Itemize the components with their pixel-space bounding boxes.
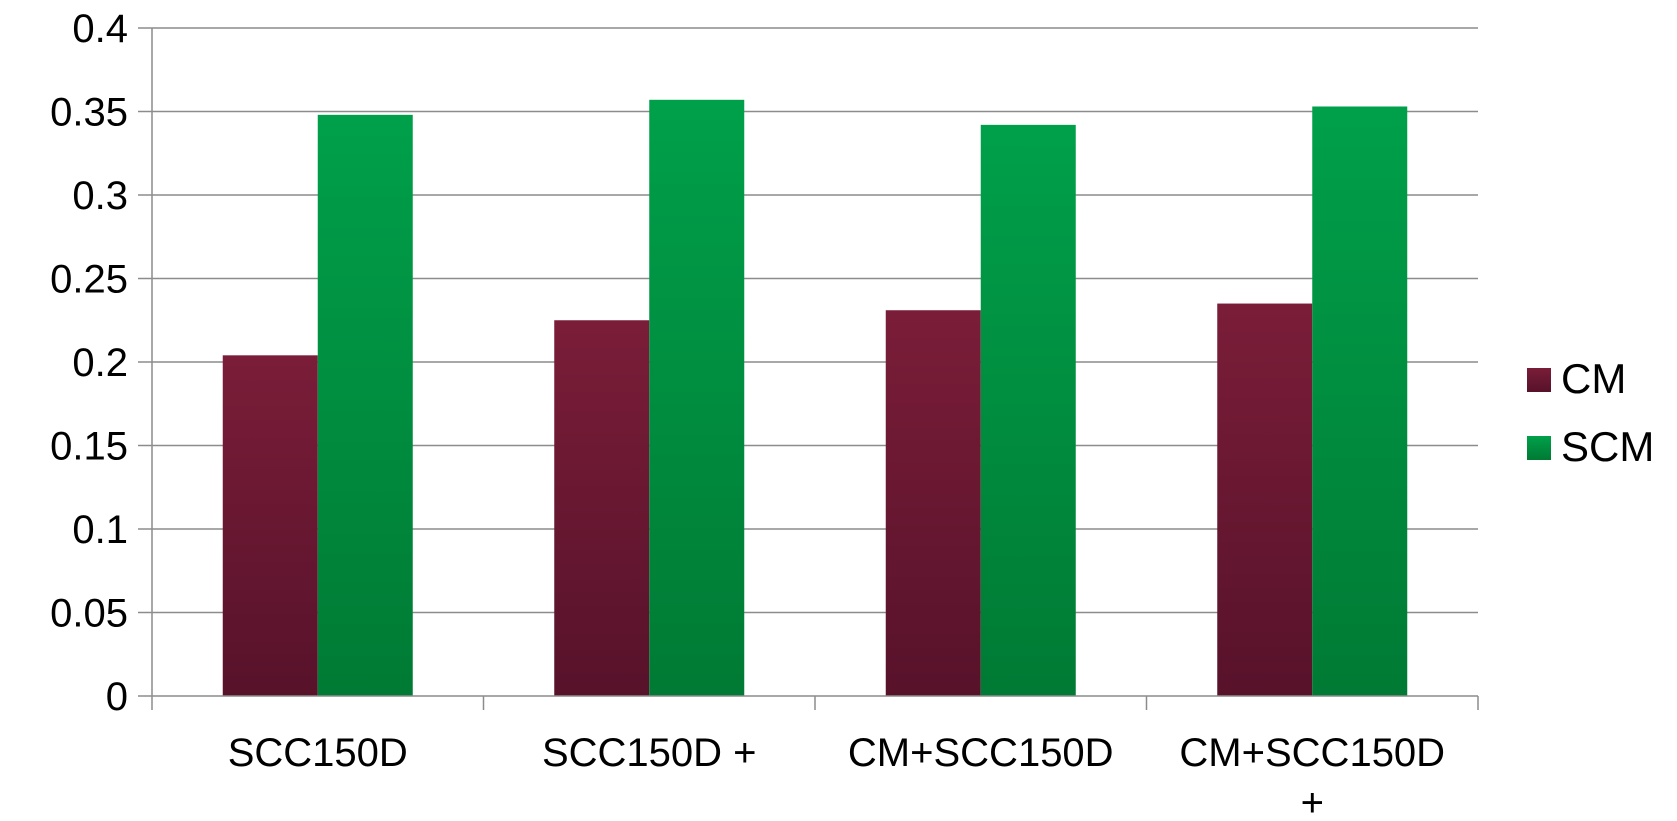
y-tick-label: 0.05 <box>50 592 128 636</box>
x-category-label: CM+SCC150D <box>848 731 1114 775</box>
x-category-label: + <box>1301 781 1324 821</box>
legend: CM SCM <box>1527 355 1654 470</box>
x-category-label: CM+SCC150D <box>1179 731 1445 775</box>
y-tick-label: 0.2 <box>72 341 128 385</box>
legend-swatch-scm <box>1527 436 1551 460</box>
y-tick-label: 0.4 <box>72 7 128 51</box>
bars <box>222 99 1408 697</box>
legend-label-cm: CM <box>1561 355 1626 402</box>
bar-cm-3 <box>885 310 981 696</box>
y-tick-label: 0.15 <box>50 425 128 469</box>
bar-scm-2 <box>649 99 745 696</box>
y-tick-labels: 0 0.05 0.1 0.15 0.2 0.25 0.3 0.35 0.4 <box>50 7 128 719</box>
y-tick-label: 0.25 <box>50 258 128 302</box>
y-tick-label: 0.35 <box>50 91 128 135</box>
x-category-label: SCC150D + <box>542 731 757 775</box>
legend-swatch-cm <box>1527 368 1551 392</box>
bar-scm-3 <box>980 124 1076 697</box>
bar-scm-4 <box>1312 106 1408 697</box>
x-category-labels: SCC150D SCC150D + CM+SCC150D CM+SCC150D + <box>228 731 1445 821</box>
bar-cm-1 <box>222 355 318 696</box>
axes <box>138 27 1479 710</box>
legend-label-scm: SCM <box>1561 423 1654 470</box>
y-tick-label: 0.1 <box>72 508 128 552</box>
y-tick-label: 0.3 <box>72 174 128 218</box>
bar-cm-4 <box>1217 303 1313 696</box>
y-tick-label: 0 <box>106 675 128 719</box>
x-category-label: SCC150D <box>228 731 408 775</box>
bar-scm-1 <box>317 114 413 697</box>
bar-cm-2 <box>554 320 650 696</box>
